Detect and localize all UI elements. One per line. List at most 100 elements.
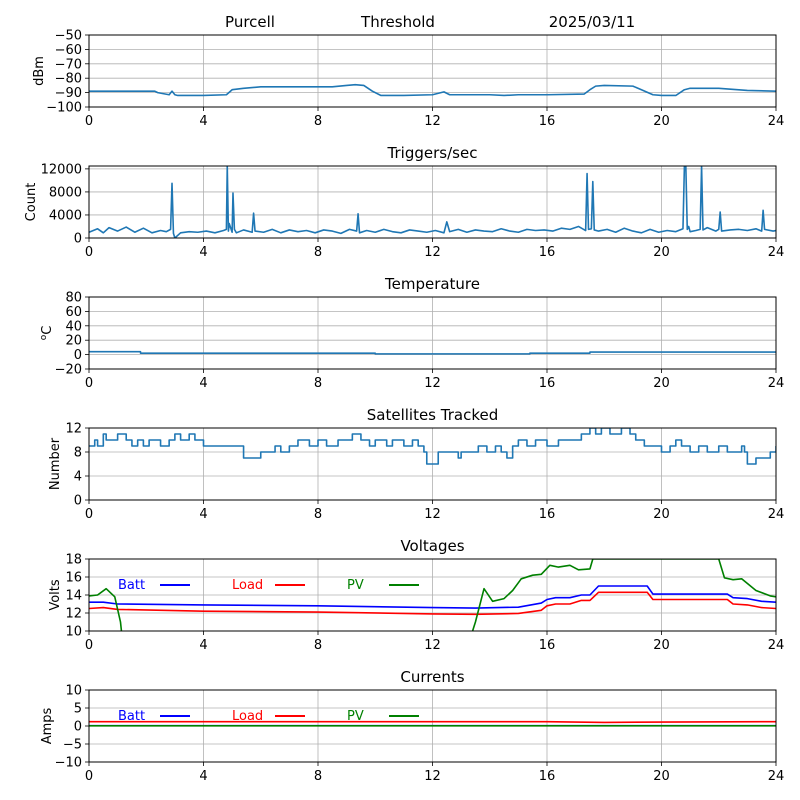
x-tick-label: 16 — [539, 245, 556, 260]
y-tick-label: −60 — [55, 43, 82, 58]
series-line — [89, 166, 776, 238]
x-tick-label: 0 — [85, 376, 93, 391]
x-tick-label: 12 — [424, 507, 441, 522]
y-axis-label-main: C — [40, 326, 55, 335]
y-tick-label: 5 — [74, 702, 82, 717]
panel-title: Triggers/sec — [387, 144, 478, 162]
y-tick-label: −100 — [46, 101, 82, 116]
x-tick-label: 0 — [85, 769, 93, 784]
x-tick-label: 12 — [424, 769, 441, 784]
x-tick-label: 20 — [653, 638, 670, 653]
x-tick-label: 0 — [85, 507, 93, 522]
series-line — [89, 83, 776, 97]
y-tick-label: −50 — [55, 29, 82, 44]
legend-label-pv: PV — [347, 578, 364, 593]
x-tick-label: 16 — [539, 376, 556, 391]
y-tick-label: 18 — [65, 553, 82, 568]
header-date: 2025/03/11 — [549, 13, 635, 31]
y-tick-label: 12000 — [41, 162, 82, 177]
x-tick-label: 0 — [85, 245, 93, 260]
y-axis-label: oC — [39, 326, 55, 341]
x-tick-label: 12 — [424, 376, 441, 391]
load-line — [89, 591, 776, 616]
legend-label-pv: PV — [347, 709, 364, 724]
x-tick-label: 24 — [768, 507, 785, 522]
legend-label-batt: Batt — [118, 578, 145, 593]
x-tick-label: 16 — [539, 114, 556, 129]
x-tick-label: 4 — [199, 376, 207, 391]
y-tick-label: −70 — [55, 57, 82, 72]
panel-6: 0 4 8 12 16 20 24 −10 −5 0 5 10 Currents Amps Batt Load… — [40, 668, 784, 784]
x-tick-label: 4 — [199, 114, 207, 129]
legend-label-batt: Batt — [118, 709, 145, 724]
x-tick-label: 12 — [424, 245, 441, 260]
x-tick-label: 20 — [653, 376, 670, 391]
y-tick-label: 0 — [74, 720, 82, 735]
x-tick-label: 4 — [199, 638, 207, 653]
x-tick-label: 0 — [85, 114, 93, 129]
x-tick-label: 8 — [314, 507, 322, 522]
y-tick-label: 20 — [65, 334, 82, 349]
panel-4: 0 4 8 12 16 20 24 0 4 8 12 Satellites Tracked Number — [48, 406, 784, 522]
legend-label-load: Load — [232, 709, 263, 724]
x-tick-label: 0 — [85, 638, 93, 653]
y-axis-label: Count — [24, 183, 39, 222]
batt-line — [89, 585, 776, 609]
x-tick-label: 24 — [768, 376, 785, 391]
panel-2: 0 4 8 12 16 20 24 0 4000 8000 12000 Triggers/sec Cou… — [24, 144, 784, 260]
x-tick-label: 24 — [768, 114, 785, 129]
x-tick-label: 16 — [539, 769, 556, 784]
x-tick-label: 8 — [314, 638, 322, 653]
panel-title: Voltages — [400, 537, 464, 555]
panel-1: 0 4 8 12 16 20 24 −100−90−80−70−60−50 dBm — [32, 29, 784, 130]
x-tick-label: 24 — [768, 769, 785, 784]
panel-title: Satellites Tracked — [367, 406, 498, 424]
panel-5: 0 4 8 12 16 20 24 10 12 14 16 18 Voltages Volts Batt Lo… — [48, 537, 784, 653]
x-tick-label: 20 — [653, 245, 670, 260]
y-tick-label: 4000 — [49, 208, 82, 223]
x-tick-label: 24 — [768, 638, 785, 653]
x-tick-label: 4 — [199, 507, 207, 522]
x-tick-label: 20 — [653, 507, 670, 522]
panel-title: Temperature — [384, 275, 480, 293]
y-tick-label: 16 — [65, 571, 82, 586]
y-axis-label: Amps — [40, 707, 55, 744]
panel-title: Currents — [400, 668, 464, 686]
header-station: Purcell — [225, 13, 275, 31]
y-tick-label: 8 — [74, 446, 82, 461]
y-tick-label: 12 — [65, 422, 82, 437]
y-tick-label: 0 — [74, 348, 82, 363]
y-tick-label: 0 — [74, 232, 82, 247]
x-tick-label: 8 — [314, 769, 322, 784]
x-tick-label: 24 — [768, 245, 785, 260]
y-tick-label: −10 — [55, 756, 82, 771]
x-tick-label: 16 — [539, 638, 556, 653]
legend-label-load: Load — [232, 578, 263, 593]
series-line — [89, 428, 776, 465]
y-tick-label: 40 — [65, 319, 82, 334]
pv-line — [89, 559, 776, 631]
x-tick-label: 8 — [314, 245, 322, 260]
x-tick-label: 8 — [314, 376, 322, 391]
y-tick-label: 10 — [65, 625, 82, 640]
series-line — [89, 350, 776, 355]
y-tick-label: 10 — [65, 684, 82, 699]
x-tick-label: 12 — [424, 638, 441, 653]
y-tick-label: 8000 — [49, 185, 82, 200]
y-tick-label: 12 — [65, 607, 82, 622]
y-tick-label: −80 — [55, 72, 82, 87]
y-axis-label-sup: o — [39, 334, 49, 340]
x-tick-label: 16 — [539, 507, 556, 522]
x-tick-label: 20 — [653, 114, 670, 129]
y-tick-label: 14 — [65, 589, 82, 604]
y-tick-label: −90 — [55, 86, 82, 101]
y-tick-label: −20 — [55, 363, 82, 378]
y-axis-label: dBm — [32, 56, 47, 86]
x-tick-label: 4 — [199, 245, 207, 260]
y-tick-label: −5 — [63, 738, 82, 753]
header-label: Threshold — [360, 13, 435, 31]
